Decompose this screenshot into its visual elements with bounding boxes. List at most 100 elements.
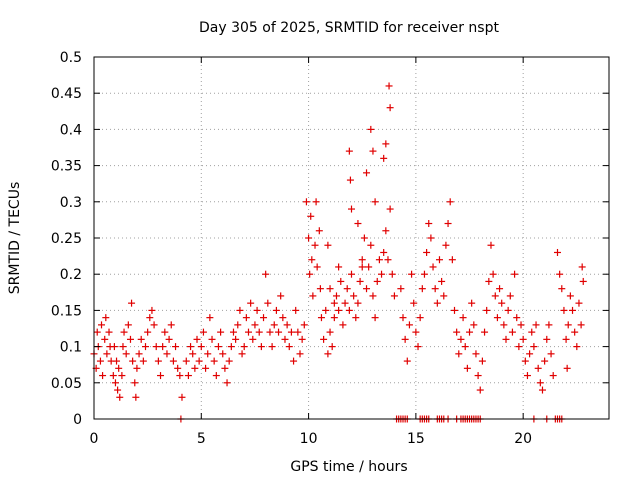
data-point (500, 321, 508, 329)
data-point (174, 364, 182, 372)
y-tick-label: 0.15 (51, 303, 82, 319)
data-point (541, 357, 549, 365)
data-point (453, 328, 461, 336)
data-point (573, 343, 581, 351)
data-point (159, 343, 167, 351)
data-point (313, 263, 321, 271)
data-point (444, 220, 452, 228)
data-point (154, 357, 162, 365)
data-point (390, 292, 398, 300)
data-point (363, 169, 371, 177)
data-point (249, 335, 257, 343)
data-point (96, 357, 104, 365)
data-point (208, 335, 216, 343)
data-point (187, 343, 195, 351)
x-tick-label: 5 (197, 431, 206, 447)
data-point (534, 364, 542, 372)
data-point (227, 343, 235, 351)
data-point (375, 256, 383, 264)
data-point (401, 335, 409, 343)
data-point (126, 335, 134, 343)
data-point (405, 321, 413, 329)
data-point (148, 306, 156, 314)
data-point (532, 321, 540, 329)
data-point (191, 364, 199, 372)
data-point (109, 372, 117, 380)
data-point (172, 343, 180, 351)
data-point (451, 306, 458, 314)
data-point (283, 321, 291, 329)
data-point (425, 220, 433, 228)
data-point (335, 306, 343, 314)
y-tick-label: 0.5 (60, 50, 82, 66)
data-point (427, 234, 435, 242)
data-point (549, 372, 557, 380)
data-point (214, 343, 222, 351)
data-point (386, 104, 394, 112)
data-point (354, 220, 362, 228)
data-point (165, 335, 173, 343)
data-point (345, 306, 353, 314)
data-point (498, 299, 506, 307)
data-point (397, 285, 405, 293)
data-point (352, 314, 360, 322)
data-point (307, 212, 315, 220)
data-point (523, 372, 531, 380)
data-point (225, 357, 233, 365)
data-point (128, 299, 136, 307)
data-point (137, 335, 145, 343)
data-point (189, 350, 197, 358)
data-point (315, 227, 323, 235)
data-point (476, 386, 484, 394)
data-point (435, 256, 443, 264)
data-point (131, 379, 139, 387)
data-point (184, 372, 192, 380)
data-point (285, 343, 293, 351)
data-point (118, 372, 126, 380)
data-point (119, 343, 127, 351)
data-point (308, 256, 316, 264)
data-point (236, 306, 244, 314)
data-point (566, 292, 574, 300)
data-point (378, 270, 386, 278)
data-point (238, 350, 246, 358)
data-point (332, 292, 340, 300)
data-point (472, 350, 480, 358)
data-point (157, 372, 165, 380)
data-point (547, 350, 555, 358)
data-point (199, 328, 207, 336)
data-point (429, 263, 437, 271)
data-point (287, 328, 295, 336)
data-point (312, 198, 320, 206)
data-point (506, 292, 514, 300)
data-point (369, 292, 377, 300)
data-point (346, 176, 354, 184)
data-point (410, 299, 418, 307)
data-point (528, 328, 536, 336)
data-point (163, 350, 171, 358)
data-point (371, 198, 379, 206)
data-point (120, 328, 128, 336)
data-point (150, 321, 158, 329)
data-point (193, 335, 201, 343)
data-point (292, 306, 300, 314)
data-point (348, 205, 355, 213)
data-point (511, 270, 519, 278)
data-point (277, 292, 285, 300)
data-point (178, 393, 186, 401)
data-point (335, 263, 343, 271)
data-point (489, 270, 497, 278)
data-point (461, 343, 469, 351)
data-point (385, 82, 393, 90)
data-point (481, 328, 489, 336)
data-point (322, 306, 330, 314)
data-point (99, 372, 107, 380)
data-point (202, 364, 210, 372)
data-point (326, 285, 334, 293)
y-axis-label: SRMTID / TECUs (7, 182, 23, 295)
data-point (538, 386, 546, 394)
data-point (103, 350, 111, 358)
data-point (169, 357, 177, 365)
data-point (146, 314, 154, 322)
data-point (513, 314, 521, 322)
